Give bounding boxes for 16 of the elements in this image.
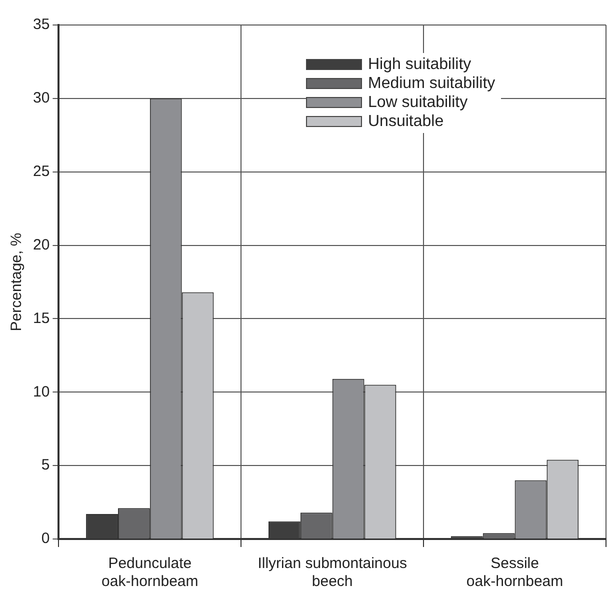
y-axis-title: Percentage, % [8,232,26,332]
y-tick-label: 5 [41,456,50,474]
y-tick-label: 20 [32,236,50,254]
x-tick-label: Illyrian submontainous beech [258,555,407,590]
legend-label: Low suitability [368,94,468,112]
y-tick-label: 35 [32,16,50,34]
x-tick-label: Sessile oak-hornbeam [466,555,564,590]
legend-label: Medium suitability [368,74,496,92]
y-tick-label: 30 [32,90,50,107]
y-tick-label: 15 [32,310,50,327]
y-tick-label: 0 [41,530,50,548]
y-tick-label: 10 [32,383,50,400]
legend-label: Unsuitable [368,112,444,130]
legend-label: High suitability [368,56,472,74]
x-tick-label: Pedunculate oak-hornbeam [102,555,198,590]
y-tick-label: 25 [32,163,50,180]
